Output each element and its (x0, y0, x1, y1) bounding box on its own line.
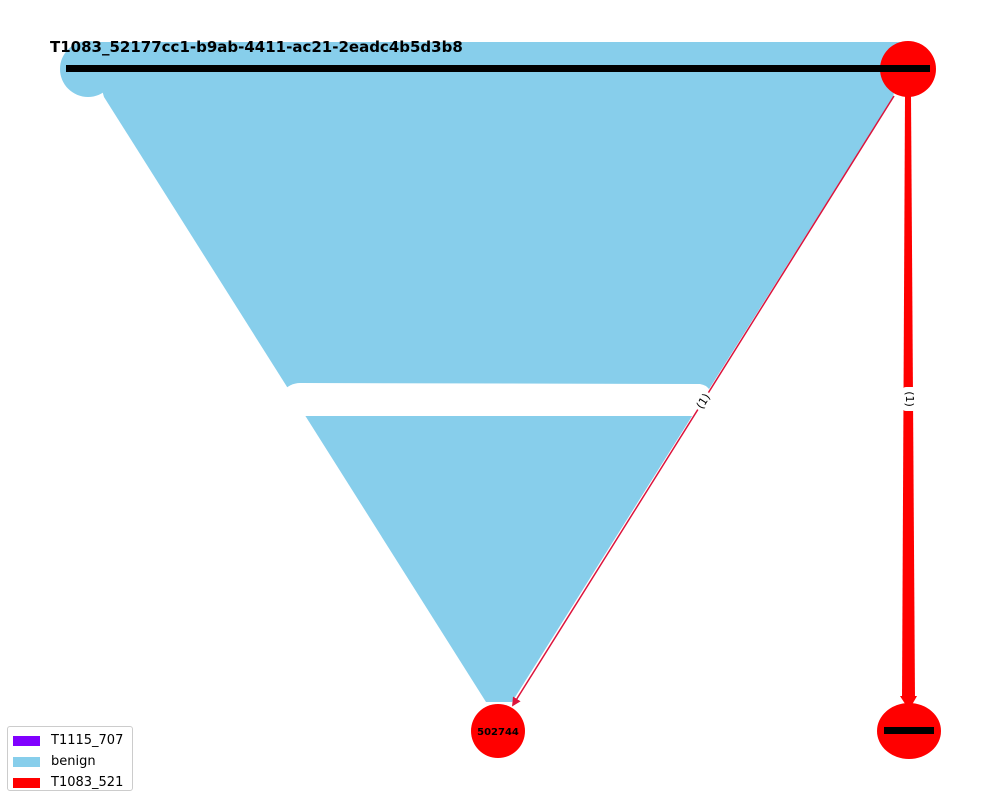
legend: T1115_707 benign T1083_521 (7, 726, 133, 791)
thick-edge-label-group: (1) (902, 387, 918, 411)
legend-label-t1083: T1083_521 (51, 775, 123, 790)
edge-label-band (282, 383, 712, 416)
legend-swatch-benign (13, 757, 40, 767)
legend-item-t1115: T1115_707 (13, 730, 132, 751)
node-bottom-center-label: 502744 (477, 727, 519, 738)
benign-edge-fan (88, 42, 905, 702)
legend-swatch-t1115 (13, 736, 40, 746)
legend-label-t1115: T1115_707 (51, 733, 123, 748)
legend-label-benign: benign (51, 754, 96, 769)
self-loop-bottom-right (884, 727, 934, 734)
graph-title: T1083_52177cc1-b9ab-4411-ac21-2eadc4b5d3… (50, 38, 463, 56)
legend-item-benign: benign (13, 751, 132, 772)
legend-item-t1083: T1083_521 (13, 772, 132, 793)
legend-swatch-t1083 (13, 778, 40, 788)
self-loop-top (66, 65, 930, 72)
thick-edge-label: (1) (903, 391, 916, 407)
